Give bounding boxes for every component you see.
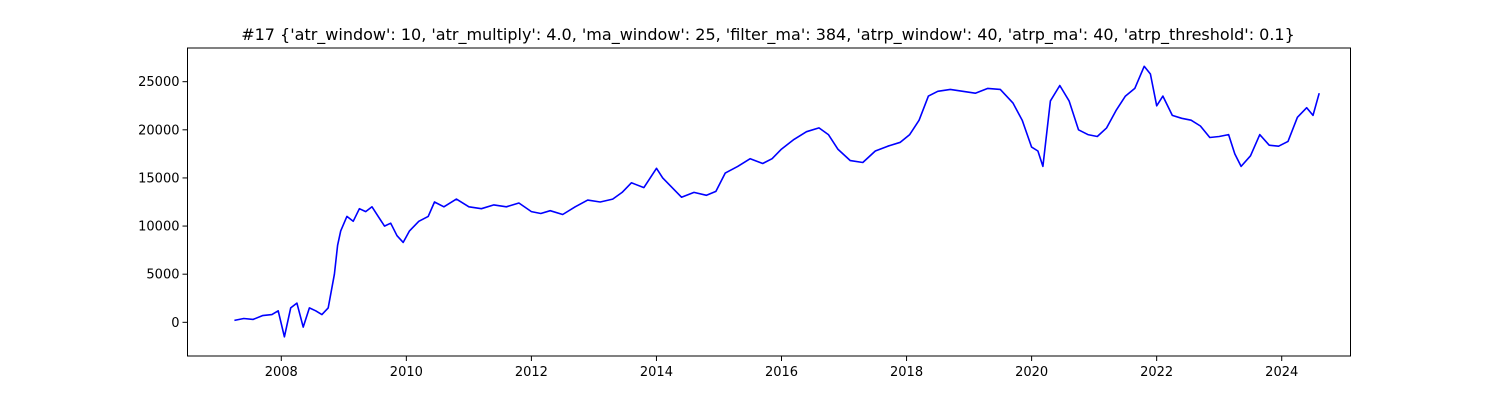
y-axis: 0 5000 10000 15000 20000 25000 — [138, 75, 188, 331]
y-tick-label: 10000 — [138, 220, 179, 235]
x-tick-label: 2014 — [640, 365, 673, 380]
x-tick-label: 2018 — [890, 365, 923, 380]
x-tick-label: 2024 — [1265, 365, 1298, 380]
x-tick-label: 2022 — [1140, 365, 1173, 380]
y-tick-label: 0 — [171, 316, 179, 331]
plot-frame — [187, 47, 1351, 357]
series-line — [234, 65, 1320, 338]
y-tick-label: 5000 — [146, 268, 179, 283]
y-tick-label: 15000 — [138, 171, 179, 186]
x-tick-label: 2016 — [765, 365, 798, 380]
x-tick-label: 2012 — [515, 365, 548, 380]
x-tick-label: 2010 — [390, 365, 423, 380]
y-tick-label: 20000 — [138, 123, 179, 138]
chart-title: #17 {'atr_window': 10, 'atr_multiply': 4… — [241, 25, 1295, 45]
plot-area — [234, 65, 1320, 338]
x-tick-label: 2008 — [265, 365, 298, 380]
x-axis: 2008 2010 2012 2014 2016 2018 2020 2022 2024 — [265, 356, 1298, 380]
x-tick-label: 2020 — [1015, 365, 1048, 380]
y-tick-label: 25000 — [138, 75, 179, 90]
